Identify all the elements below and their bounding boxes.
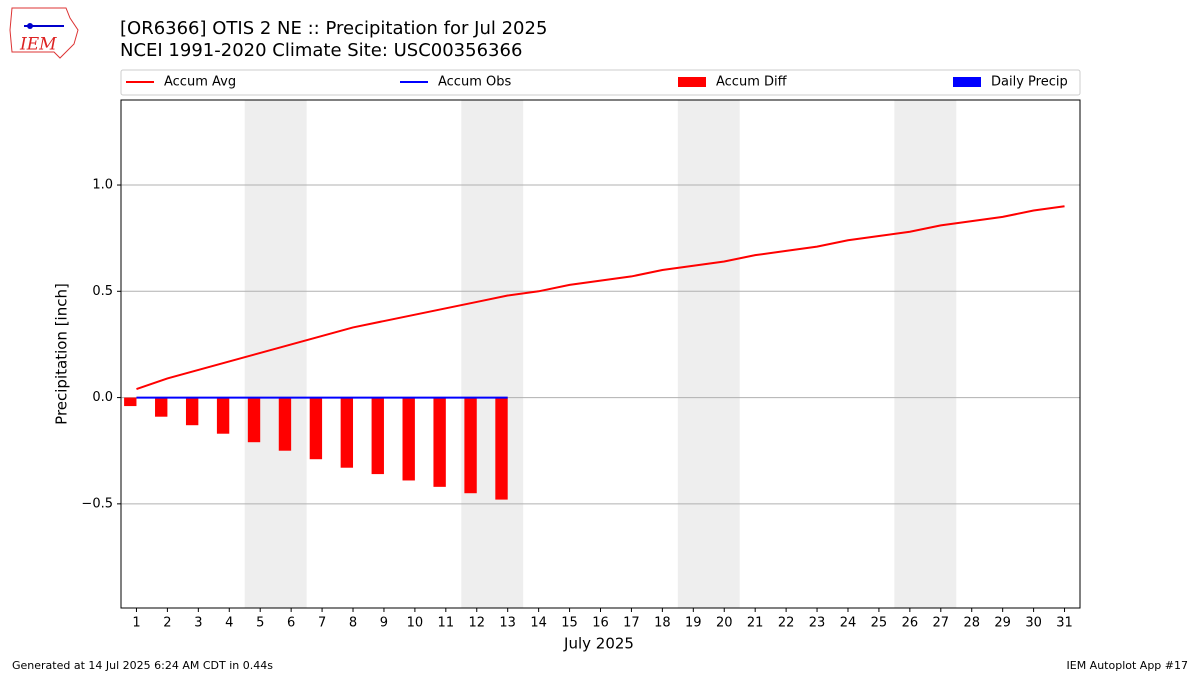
x-tick-label: 3	[194, 616, 202, 631]
bar	[371, 397, 384, 475]
x-tick-label: 10	[407, 616, 424, 631]
logo-outline	[9, 7, 79, 59]
weekend-shade	[677, 100, 740, 608]
bar	[278, 397, 292, 451]
bar	[124, 397, 137, 407]
x-tick-label: 6	[287, 616, 295, 631]
x-tick-label: 1	[132, 616, 140, 631]
x-tick-label: 18	[654, 616, 671, 631]
x-tick-label: 24	[840, 616, 857, 631]
x-tick-label: 17	[623, 616, 640, 631]
bar	[495, 397, 508, 500]
logo: IEM	[9, 7, 79, 59]
y-tick-label: 0.0	[92, 390, 113, 405]
x-tick-label: 11	[438, 616, 455, 631]
chart-subtitle: NCEI 1991-2020 Climate Site: USC00356366	[120, 40, 522, 61]
bar	[185, 397, 199, 426]
weekend-shade	[461, 100, 524, 608]
x-tick-label: 25	[871, 616, 888, 631]
x-tick-label: 9	[380, 616, 388, 631]
weekend-shade	[894, 100, 957, 608]
x-tick-label: 20	[716, 616, 733, 631]
x-tick-label: 13	[499, 616, 516, 631]
x-tick-label: 26	[902, 616, 919, 631]
legend-label: Accum Obs	[438, 75, 511, 90]
bar	[155, 397, 168, 417]
y-tick-label: −0.5	[81, 496, 113, 511]
legend-label: Daily Precip	[991, 75, 1068, 90]
legend-label: Accum Avg	[164, 75, 236, 90]
x-tick-label: 30	[1025, 616, 1042, 631]
legend-swatch	[678, 77, 706, 87]
bar	[433, 397, 446, 487]
bar	[216, 397, 230, 434]
logo-text: IEM	[19, 35, 57, 55]
legend-label: Accum Diff	[716, 75, 788, 90]
legend-item: Accum Obs	[400, 75, 511, 90]
x-tick-label: 12	[468, 616, 485, 631]
legend-item: Accum Diff	[678, 75, 788, 90]
legend-item: Daily Precip	[953, 75, 1068, 90]
bar	[464, 397, 477, 494]
x-tick-label: 14	[530, 616, 547, 631]
x-tick-label: 2	[163, 616, 171, 631]
footer-right: IEM Autoplot App #17	[1067, 659, 1189, 672]
legend-item: Accum Avg	[126, 75, 236, 90]
bar	[247, 397, 261, 443]
x-tick-label: 27	[933, 616, 950, 631]
x-tick-label: 21	[747, 616, 764, 631]
x-tick-label: 5	[256, 616, 264, 631]
legend-swatch	[953, 77, 981, 87]
x-tick-label: 29	[994, 616, 1011, 631]
x-tick-label: 16	[592, 616, 609, 631]
series-line	[136, 205, 1065, 391]
bar	[340, 397, 354, 468]
x-axis-label: July 2025	[563, 635, 634, 653]
x-tick-label: 15	[561, 616, 578, 631]
x-tick-label: 8	[349, 616, 357, 631]
x-tick-label: 31	[1056, 616, 1073, 631]
footer-left: Generated at 14 Jul 2025 6:24 AM CDT in …	[12, 659, 273, 672]
x-tick-label: 22	[778, 616, 795, 631]
x-tick-label: 19	[685, 616, 702, 631]
y-axis-label: Precipitation [inch]	[53, 283, 71, 425]
x-tick-label: 23	[809, 616, 826, 631]
legend-box	[120, 69, 1081, 96]
bar	[402, 397, 415, 481]
logo-dot	[27, 23, 33, 29]
plot-frame	[120, 99, 1081, 609]
chart-title: [OR6366] OTIS 2 NE :: Precipitation for …	[120, 18, 547, 39]
bar	[309, 397, 323, 460]
x-tick-label: 4	[225, 616, 233, 631]
x-tick-label: 28	[963, 616, 980, 631]
y-tick-label: 0.5	[92, 284, 113, 299]
x-tick-label: 7	[318, 616, 326, 631]
y-tick-label: 1.0	[92, 178, 113, 193]
